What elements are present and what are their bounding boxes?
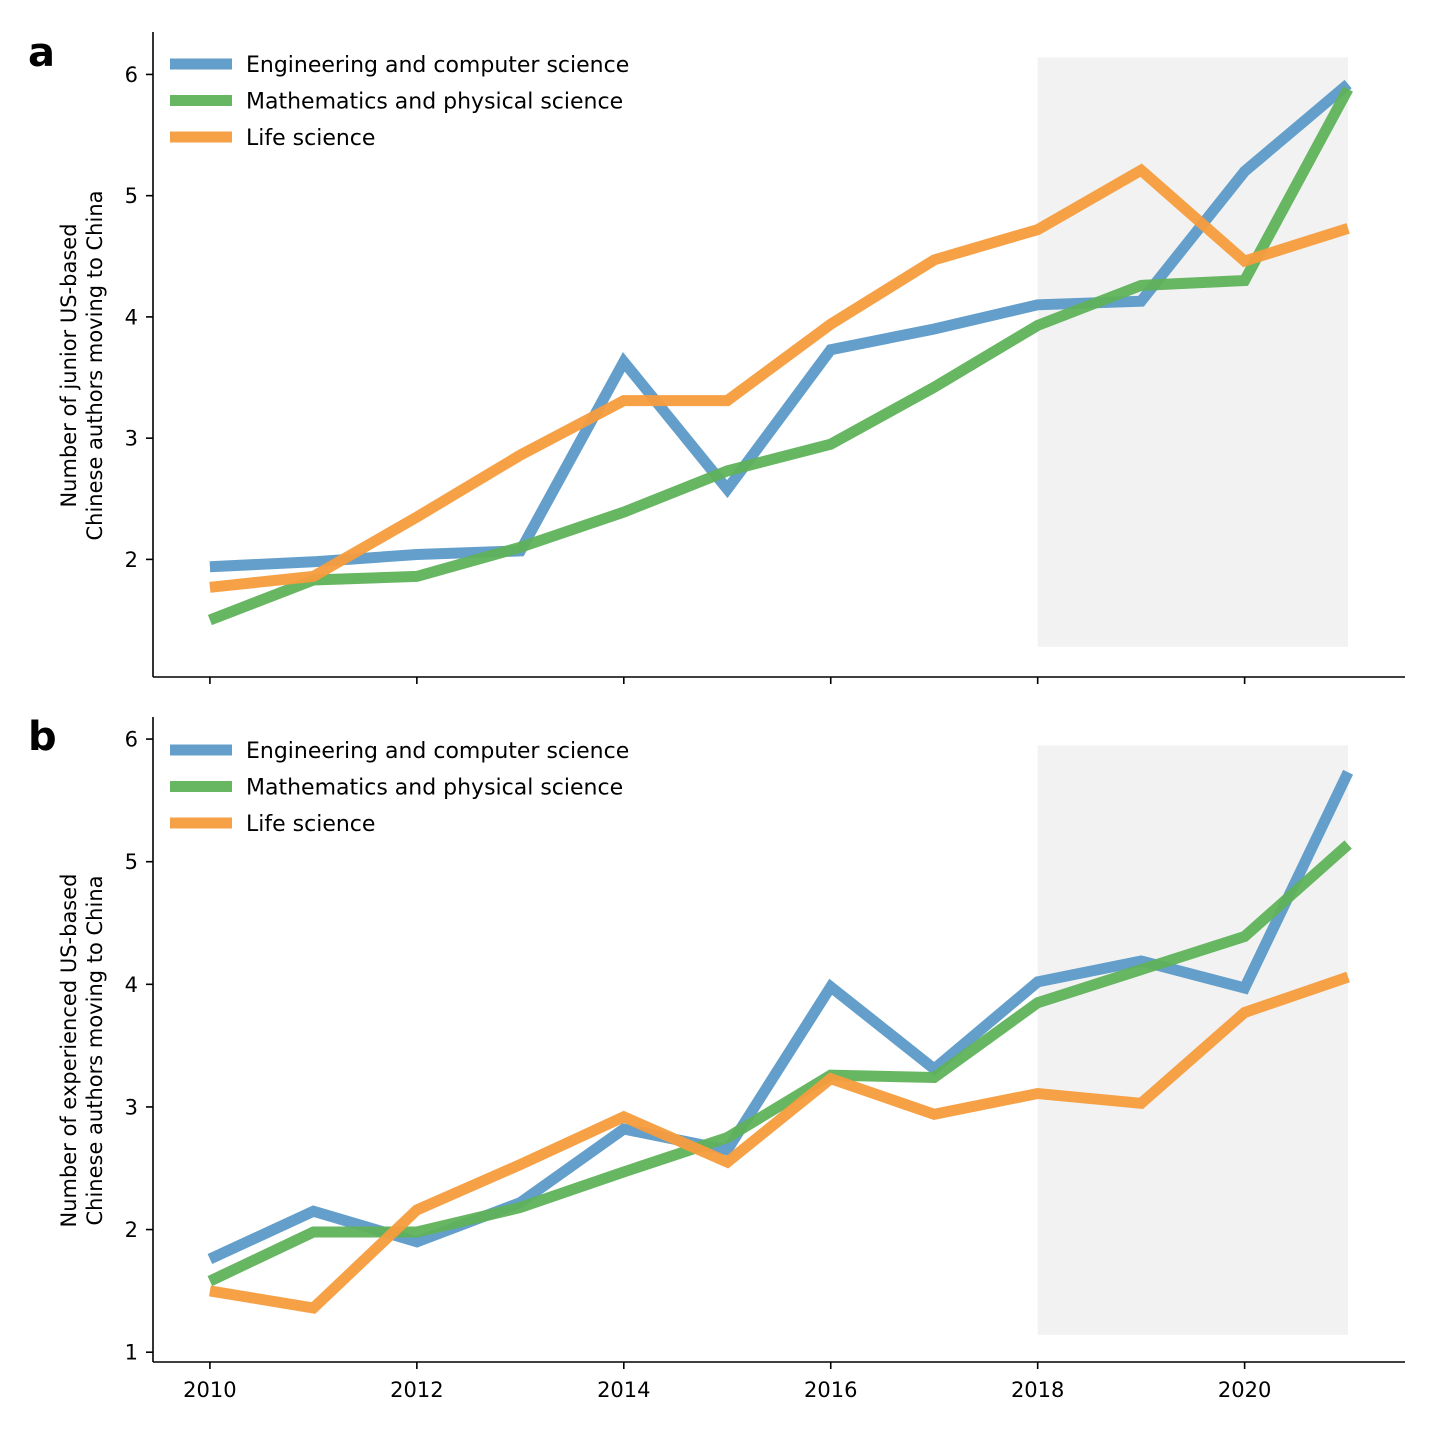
shaded-region — [1037, 745, 1349, 1335]
y-axis-label: Number of junior US-based Chinese authors… — [57, 190, 107, 540]
legend: Engineering and computer science Mathemat… — [170, 739, 629, 837]
legend-label-2: Mathematics and physical science — [246, 776, 623, 801]
y-tick-label: 5 — [125, 184, 138, 208]
legend-label-2: Mathematics and physical science — [246, 90, 623, 115]
legend-label-1: Engineering and computer science — [246, 739, 629, 764]
panel-a: 2 3 4 5 6 Number of junior US-based Chinese au… — [28, 30, 1405, 684]
shaded-region — [1037, 57, 1349, 647]
y-tick-label: 3 — [125, 1095, 138, 1119]
y-axis-label-line: Number of junior US-based — [57, 223, 81, 507]
y-tick-label: 1 — [125, 1341, 138, 1365]
x-tick-label: 2010 — [183, 1378, 236, 1402]
y-tick-label: 3 — [125, 427, 138, 451]
series-line-2 — [207, 86, 1353, 626]
y-tick-label: 6 — [125, 728, 138, 752]
x-tick-label: 2012 — [390, 1378, 443, 1402]
y-tick-label: 4 — [125, 305, 138, 329]
panel-label: a — [28, 30, 55, 76]
x-tick-label: 2016 — [804, 1378, 857, 1402]
panel-label: b — [28, 714, 57, 760]
y-tick-label: 4 — [125, 973, 138, 997]
series-line-3 — [209, 971, 1350, 1314]
panel-b: 1 2 3 4 5 6 2010 2012 2014 2016 2018 2020 Number of … — [28, 714, 1405, 1402]
y-tick-label: 6 — [125, 63, 138, 87]
legend: Engineering and computer science Mathemat… — [170, 53, 629, 151]
y-tick-label: 5 — [125, 850, 138, 874]
y-axis-label-line: Chinese authors moving to China — [83, 190, 107, 540]
legend-label-3: Life science — [246, 126, 375, 151]
y-axis-label-line: Chinese authors moving to China — [83, 875, 107, 1225]
x-tick-label: 2018 — [1011, 1378, 1064, 1402]
series-line-3 — [209, 163, 1350, 593]
y-axis-label-line: Number of experienced US-based — [57, 873, 81, 1227]
x-tick-label: 2020 — [1218, 1378, 1271, 1402]
y-axis-label: Number of experienced US-based Chinese au… — [57, 873, 107, 1227]
y-tick-label: 2 — [125, 1218, 138, 1242]
legend-label-1: Engineering and computer science — [246, 53, 629, 78]
y-tick-label: 2 — [125, 548, 138, 572]
legend-label-3: Life science — [246, 812, 375, 837]
x-tick-label: 2014 — [597, 1378, 650, 1402]
